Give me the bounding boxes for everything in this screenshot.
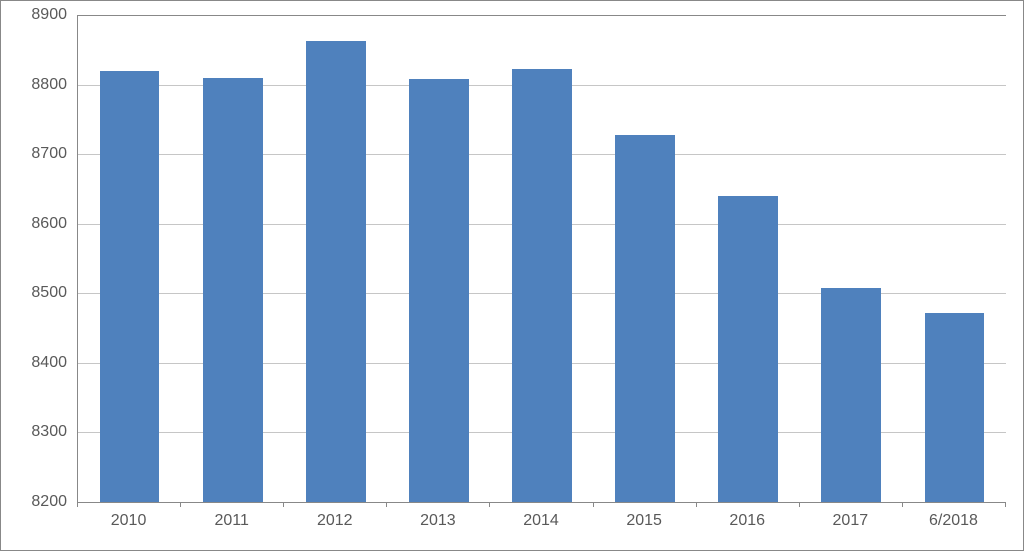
- gridline: [78, 15, 1006, 16]
- x-tick-mark: [283, 502, 284, 507]
- x-tick-label: 2016: [729, 512, 765, 530]
- x-tick-label: 2014: [523, 512, 559, 530]
- y-tick-label: 8800: [31, 76, 67, 94]
- x-tick-mark: [489, 502, 490, 507]
- bar: [512, 69, 572, 502]
- bar: [409, 79, 469, 502]
- y-tick-label: 8900: [31, 6, 67, 24]
- bar: [306, 41, 366, 502]
- x-tick-mark: [799, 502, 800, 507]
- bar: [100, 71, 160, 502]
- y-tick-label: 8600: [31, 215, 67, 233]
- bar: [821, 288, 881, 502]
- bar: [203, 78, 263, 502]
- x-tick-mark: [180, 502, 181, 507]
- bar: [925, 313, 985, 502]
- bar: [615, 135, 675, 502]
- x-tick-mark: [77, 502, 78, 507]
- y-tick-label: 8700: [31, 145, 67, 163]
- x-tick-label: 6/2018: [929, 512, 978, 530]
- x-tick-label: 2012: [317, 512, 353, 530]
- x-tick-label: 2011: [214, 512, 248, 530]
- plot-area: [77, 15, 1006, 503]
- x-tick-label: 2015: [626, 512, 662, 530]
- y-tick-label: 8500: [31, 284, 67, 302]
- x-tick-mark: [696, 502, 697, 507]
- x-tick-mark: [386, 502, 387, 507]
- bar: [718, 196, 778, 502]
- x-tick-label: 2010: [111, 512, 147, 530]
- x-tick-mark: [593, 502, 594, 507]
- y-tick-label: 8300: [31, 423, 67, 441]
- y-tick-label: 8400: [31, 354, 67, 372]
- x-tick-mark: [902, 502, 903, 507]
- x-tick-label: 2017: [833, 512, 869, 530]
- x-tick-label: 2013: [420, 512, 456, 530]
- y-tick-label: 8200: [31, 493, 67, 511]
- chart-frame: 8200 8300 8400 8500 8600 8700 8800 8900 2010 2011…: [0, 0, 1024, 551]
- x-tick-mark: [1005, 502, 1006, 507]
